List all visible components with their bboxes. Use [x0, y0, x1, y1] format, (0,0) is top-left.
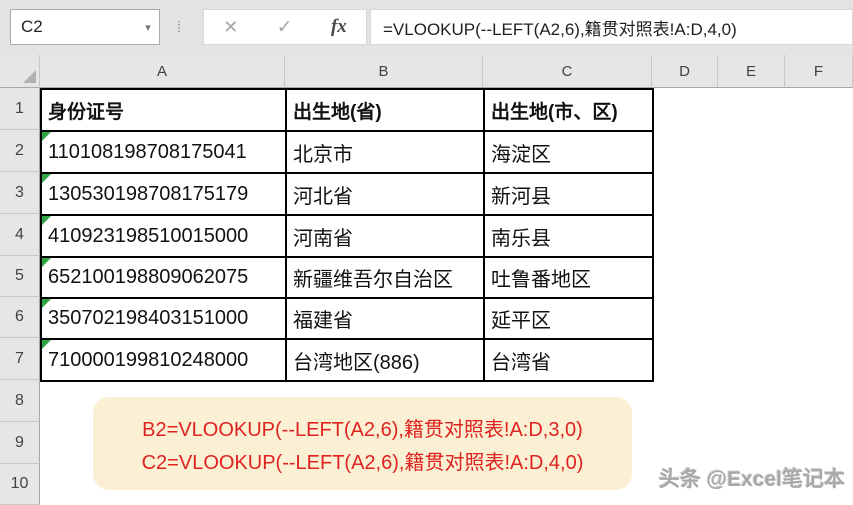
cell-A2[interactable]: 110108198708175041	[42, 132, 287, 174]
table-row: 710000199810248000 台湾地区(886) 台湾省	[42, 340, 654, 382]
cancel-icon[interactable]: ✕	[223, 16, 239, 37]
cell-A4[interactable]: 410923198510015000	[42, 216, 287, 258]
insert-function-icon[interactable]: fx	[330, 16, 347, 37]
cell-B1[interactable]: 出生地(省)	[287, 90, 485, 132]
text-number-warning-icon	[42, 174, 51, 183]
name-box[interactable]: C2 ▾	[10, 9, 160, 45]
row-header-5[interactable]: 5	[0, 256, 40, 297]
annotation-formula-c2: C2=VLOOKUP(--LEFT(A2,6),籍贯对照表!A:D,4,0)	[141, 451, 584, 474]
cell-C5[interactable]: 吐鲁番地区	[485, 258, 654, 299]
enter-icon[interactable]: ✓	[276, 16, 293, 38]
table-row: 130530198708175179 河北省 新河县	[42, 174, 654, 216]
row-header-2[interactable]: 2	[0, 130, 40, 172]
cell-A7[interactable]: 710000199810248000	[42, 340, 287, 382]
row-header-6[interactable]: 6	[0, 297, 40, 338]
data-table: 身份证号 出生地(省) 出生地(市、区) 110108198708175041 …	[40, 88, 654, 382]
text-number-warning-icon	[42, 299, 51, 308]
cell-B6[interactable]: 福建省	[287, 299, 485, 340]
cell-C6[interactable]: 延平区	[485, 299, 654, 340]
column-header-c[interactable]: C	[483, 55, 652, 88]
cell-B4[interactable]: 河南省	[287, 216, 485, 258]
table-row: 652100198809062075 新疆维吾尔自治区 吐鲁番地区	[42, 258, 654, 299]
name-box-value[interactable]: C2	[21, 17, 43, 36]
cell-B7[interactable]: 台湾地区(886)	[287, 340, 485, 382]
table-row: 身份证号 出生地(省) 出生地(市、区)	[42, 90, 654, 132]
cell-B3[interactable]: 河北省	[287, 174, 485, 216]
cell-C1[interactable]: 出生地(市、区)	[485, 90, 654, 132]
row-header-4[interactable]: 4	[0, 214, 40, 256]
row-header-10[interactable]: 10	[0, 464, 40, 505]
column-header-d[interactable]: D	[652, 55, 718, 88]
text-number-warning-icon	[42, 216, 51, 225]
row-header-9[interactable]: 9	[0, 422, 40, 464]
cell-B2[interactable]: 北京市	[287, 132, 485, 174]
cell-C2[interactable]: 海淀区	[485, 132, 654, 174]
formula-bar-value[interactable]: =VLOOKUP(--LEFT(A2,6),籍贯对照表!A:D,4,0)	[383, 19, 737, 39]
cell-B5[interactable]: 新疆维吾尔自治区	[287, 258, 485, 299]
column-header-a[interactable]: A	[40, 55, 285, 88]
row-header-7[interactable]: 7	[0, 338, 40, 380]
column-header-f[interactable]: F	[785, 55, 853, 88]
table-row: 350702198403151000 福建省 延平区	[42, 299, 654, 340]
column-header-e[interactable]: E	[718, 55, 785, 88]
watermark: 头条 @Excel笔记本	[658, 468, 845, 491]
cell-A6[interactable]: 350702198403151000	[42, 299, 287, 340]
formula-toolbar: C2 ▾ ⁞ ✕ ✓ fx =VLOOKUP(--LEFT(A2,6),籍贯对照…	[0, 0, 853, 55]
row-header-3[interactable]: 3	[0, 172, 40, 214]
cell-A5[interactable]: 652100198809062075	[42, 258, 287, 299]
cell-C3[interactable]: 新河县	[485, 174, 654, 216]
row-header-column: 1 2 3 4 5 6 7 8 9 10	[0, 88, 40, 505]
formula-bar[interactable]: =VLOOKUP(--LEFT(A2,6),籍贯对照表!A:D,4,0)	[370, 9, 853, 45]
select-all-button[interactable]	[0, 55, 40, 88]
cell-C4[interactable]: 南乐县	[485, 216, 654, 258]
table-row: 410923198510015000 河南省 南乐县	[42, 216, 654, 258]
select-all-triangle-icon	[23, 70, 36, 83]
table-row: 110108198708175041 北京市 海淀区	[42, 132, 654, 174]
text-number-warning-icon	[42, 340, 51, 349]
annotation-formula-b2: B2=VLOOKUP(--LEFT(A2,6),籍贯对照表!A:D,3,0)	[142, 418, 583, 441]
cell-C7[interactable]: 台湾省	[485, 340, 654, 382]
row-header-1[interactable]: 1	[0, 88, 40, 130]
cell-A1[interactable]: 身份证号	[42, 90, 287, 132]
cell-A3[interactable]: 130530198708175179	[42, 174, 287, 216]
toolbar-drag-handle-icon: ⁞	[176, 18, 182, 36]
row-header-8[interactable]: 8	[0, 380, 40, 422]
text-number-warning-icon	[42, 132, 51, 141]
formula-annotation-box: B2=VLOOKUP(--LEFT(A2,6),籍贯对照表!A:D,3,0) C…	[93, 397, 632, 490]
formula-buttons-group: ✕ ✓ fx	[203, 9, 367, 45]
column-header-b[interactable]: B	[285, 55, 483, 88]
column-header-row: A B C D E F	[0, 55, 853, 88]
text-number-warning-icon	[42, 258, 51, 267]
name-box-dropdown-icon[interactable]: ▾	[145, 21, 151, 34]
